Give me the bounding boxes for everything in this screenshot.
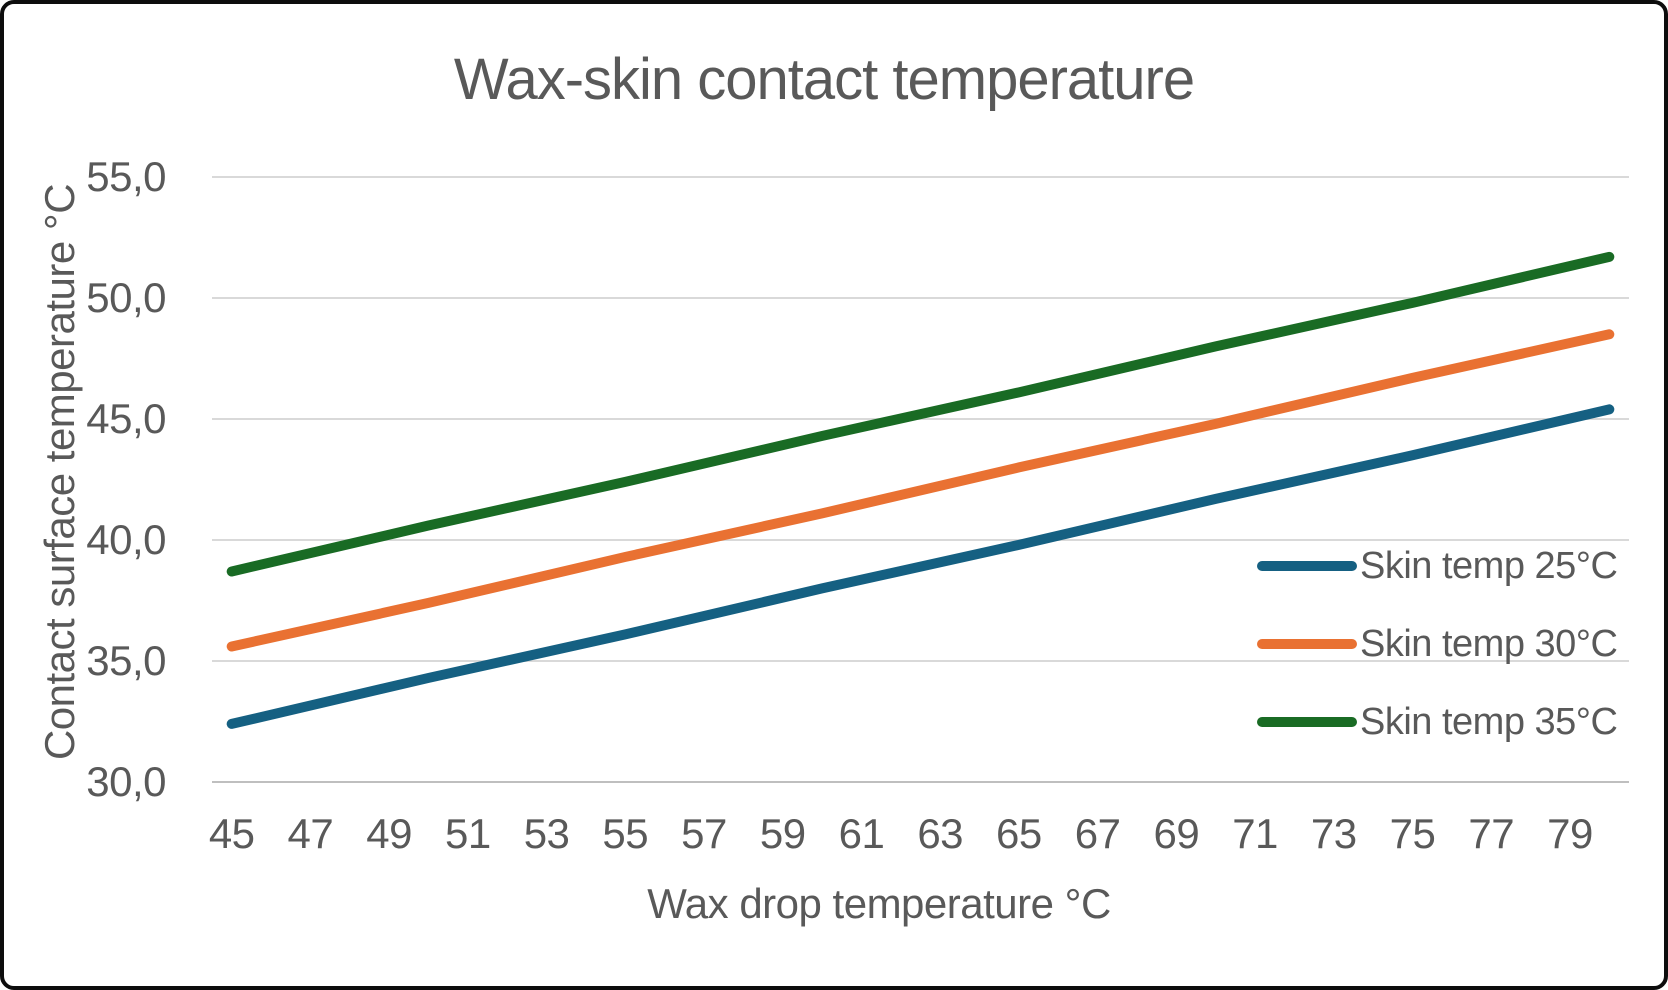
y-tick-label: 50,0 [86, 274, 166, 321]
y-tick-label: 35,0 [86, 637, 166, 684]
x-tick-label: 49 [366, 810, 412, 857]
x-tick-label: 79 [1547, 810, 1593, 857]
x-tick-label: 51 [444, 810, 491, 857]
legend-line-swatch-icon [1257, 717, 1357, 727]
x-tick-label: 61 [838, 810, 885, 857]
x-tick-label: 77 [1468, 810, 1515, 857]
y-tick-label: 30,0 [86, 758, 166, 805]
series-line-skin-temp-30-c [226, 329, 1615, 652]
legend-item-skin-temp-30-c: Skin temp 30°C [1257, 618, 1618, 670]
x-tick-label: 69 [1153, 810, 1200, 857]
x-tick-label: 71 [1232, 810, 1278, 857]
plot-area [212, 176, 1629, 783]
legend-line-swatch-icon [1257, 639, 1357, 649]
chart-title: Wax-skin contact temperature [453, 47, 1195, 112]
y-tick-label: 40,0 [86, 516, 166, 563]
x-tick-label: 65 [996, 810, 1042, 857]
x-tick-label: 73 [1310, 810, 1357, 857]
x-tick-label: 57 [681, 810, 727, 857]
x-axis-title: Wax drop temperature °C [647, 880, 1111, 927]
y-tick-label: 55,0 [86, 153, 166, 200]
x-tick-label: 59 [759, 810, 806, 857]
x-tick-label: 75 [1389, 810, 1436, 857]
legend-label: Skin temp 25°C [1360, 544, 1618, 587]
x-tick-label: 45 [208, 810, 255, 857]
x-tick-label: 55 [602, 810, 649, 857]
y-tick-label: 45,0 [86, 395, 166, 442]
legend-item-skin-temp-35-c: Skin temp 35°C [1257, 696, 1618, 748]
series-line-skin-temp-35-c [226, 251, 1615, 577]
series-line-skin-temp-25-c [226, 404, 1615, 729]
legend-line-swatch-icon [1257, 561, 1357, 571]
x-tick-label: 63 [917, 810, 964, 857]
legend: Skin temp 25°C Skin temp 30°C Skin temp 35… [1257, 540, 1618, 748]
legend-item-skin-temp-25-c: Skin temp 25°C [1257, 540, 1618, 592]
legend-label: Skin temp 35°C [1360, 700, 1618, 743]
x-tick-label: 47 [287, 810, 334, 857]
x-tick-label: 53 [523, 810, 570, 857]
legend-label: Skin temp 30°C [1360, 622, 1618, 665]
x-tick-label: 67 [1074, 810, 1121, 857]
